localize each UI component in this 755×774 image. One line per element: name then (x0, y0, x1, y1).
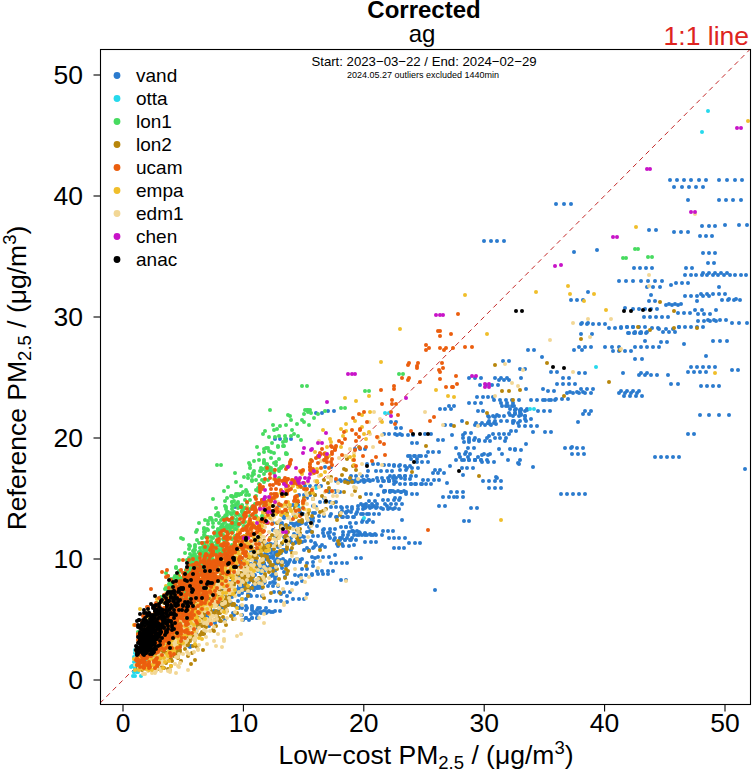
svg-text:ucam: ucam (136, 157, 182, 178)
svg-text:50: 50 (54, 60, 83, 90)
svg-text:30: 30 (469, 708, 498, 738)
svg-text:Start: 2023−03−22 / End: 2024−: Start: 2023−03−22 / End: 2024−02−29 (311, 54, 536, 69)
svg-text:1:1 line: 1:1 line (664, 21, 749, 51)
svg-text:40: 40 (54, 181, 83, 211)
svg-text:Reference PM2.5 / (μg/m3): Reference PM2.5 / (μg/m3) (0, 226, 35, 531)
svg-text:lon1: lon1 (136, 111, 172, 132)
svg-text:20: 20 (349, 708, 378, 738)
svg-text:otta: otta (136, 88, 168, 109)
svg-text:Low−cost PM2.5 / (μg/m3): Low−cost PM2.5 / (μg/m3) (278, 737, 573, 773)
svg-text:50: 50 (710, 708, 739, 738)
svg-text:40: 40 (590, 708, 619, 738)
svg-text:0: 0 (116, 708, 131, 738)
svg-text:0: 0 (68, 665, 83, 695)
svg-text:10: 10 (54, 544, 83, 574)
svg-text:30: 30 (54, 302, 83, 332)
svg-text:2024.05.27 outliers excluded 1: 2024.05.27 outliers excluded 1440min (347, 70, 499, 80)
svg-text:lon2: lon2 (136, 134, 172, 155)
svg-text:empa: empa (136, 180, 184, 201)
svg-text:anac: anac (136, 249, 177, 270)
svg-text:20: 20 (54, 423, 83, 453)
svg-text:ag: ag (409, 20, 436, 47)
svg-text:edm1: edm1 (136, 203, 184, 224)
svg-text:10: 10 (229, 708, 258, 738)
svg-text:vand: vand (136, 65, 177, 86)
svg-text:chen: chen (136, 226, 177, 247)
